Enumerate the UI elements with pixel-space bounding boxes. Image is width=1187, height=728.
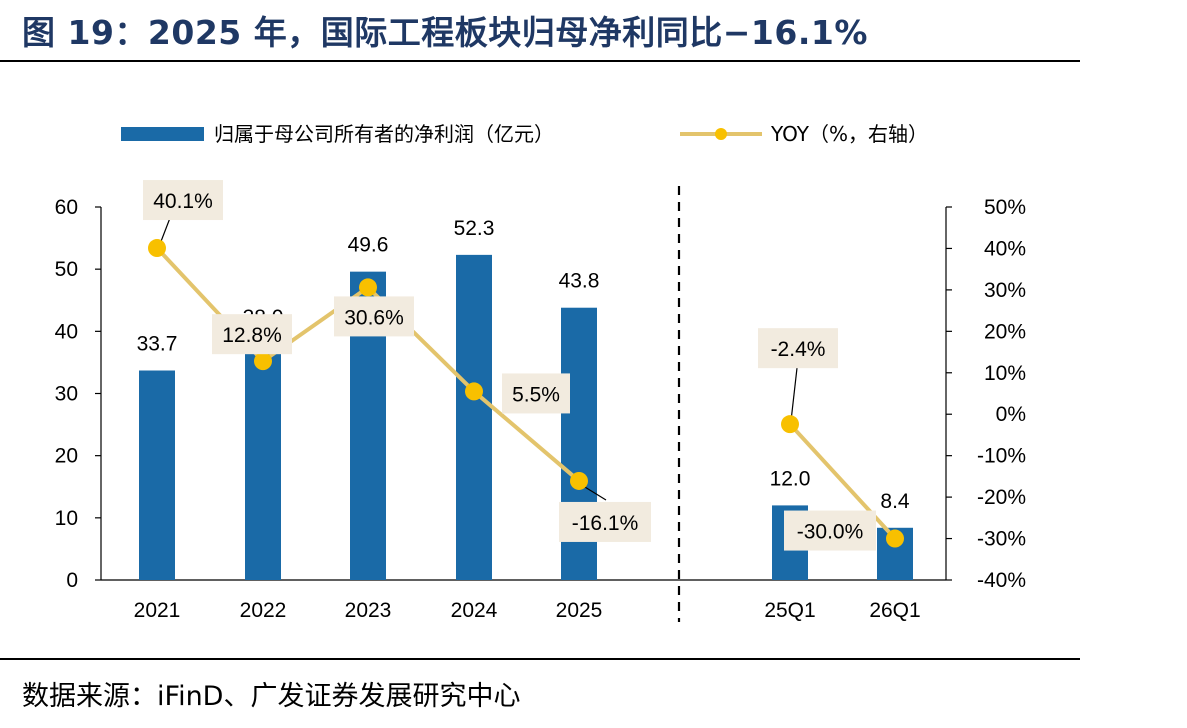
yoy-data-labels: 40.1% 12.8% 30.6% 5.5% -16.1% -2.4% -30.0% — [143, 180, 876, 551]
yoy-label-text: -30.0% — [797, 521, 864, 544]
yoy-marker-2022 — [254, 352, 272, 371]
left-tick-label: 0 — [66, 569, 78, 592]
left-tick-label: 50 — [55, 258, 78, 281]
bar-label-2021: 33.7 — [137, 332, 178, 355]
yoy-label-2024: 5.5% — [502, 373, 570, 414]
yoy-label-text: 30.6% — [344, 306, 404, 329]
bar-2022 — [245, 343, 281, 580]
legend-swatch-bar — [121, 127, 204, 141]
yoy-label-text: 12.8% — [222, 324, 282, 347]
yoy-label-text: 5.5% — [512, 383, 560, 406]
x-tick-label: 2025 — [556, 599, 603, 622]
source-rule — [0, 658, 1080, 660]
yoy-label-box — [334, 296, 414, 337]
yoy-marker-25Q1 — [781, 415, 799, 434]
left-tick-label: 30 — [55, 383, 78, 406]
axes: 0 10 20 30 40 50 60 -40% -30% -20% -10% 0% 10% 20% 30%… — [55, 186, 1026, 622]
yoy-marker-2021 — [148, 239, 166, 258]
right-tick-label: -30% — [977, 528, 1026, 551]
yoy-marker-2024 — [465, 382, 483, 401]
bar-label-25Q1: 12.0 — [770, 467, 811, 490]
bar-2024 — [456, 254, 492, 580]
yoy-label-box — [758, 328, 838, 369]
right-tick-label: 40% — [984, 237, 1026, 260]
bar-label-2025: 43.8 — [559, 270, 600, 293]
left-tick-label: 60 — [55, 196, 78, 219]
yoy-marker-2025 — [570, 471, 588, 490]
bar-label-26Q1: 8.4 — [880, 490, 910, 513]
yoy-label-2023: 30.6% — [334, 296, 414, 337]
left-tick-label: 20 — [55, 445, 78, 468]
yoy-marker-2023 — [359, 278, 377, 297]
yoy-label-text: 40.1% — [153, 190, 213, 213]
right-tick-label: -40% — [977, 569, 1026, 592]
yoy-label-box — [502, 373, 570, 414]
bar-label-2024: 52.3 — [454, 217, 495, 240]
yoy-label-25Q1: -2.4% — [758, 328, 838, 369]
leader-line-25Q1 — [790, 367, 798, 422]
left-tick-label: 10 — [55, 507, 78, 530]
yoy-label-2021: 40.1% — [143, 180, 223, 221]
figure-title: 图 19：2025 年，国际工程板块归母净利同比−16.1% — [22, 13, 868, 52]
yoy-label-2025: -16.1% — [559, 501, 651, 542]
left-tick-label: 40 — [55, 320, 78, 343]
bar-series — [139, 254, 913, 580]
x-tick-label: 2021 — [134, 599, 181, 622]
yoy-label-box — [784, 510, 876, 551]
right-tick-label: 50% — [984, 196, 1026, 219]
source-note: 数据来源：iFinD、广发证券发展研究中心 — [22, 681, 521, 712]
x-tick-label: 2023 — [345, 599, 392, 622]
right-tick-label: -20% — [977, 486, 1026, 509]
right-tick-label: 30% — [984, 279, 1026, 302]
bar-label-2023: 49.6 — [348, 234, 389, 257]
x-tick-label: 26Q1 — [869, 599, 920, 622]
yoy-line-segment-2 — [788, 422, 897, 540]
yoy-label-text: -16.1% — [572, 512, 639, 535]
leader-line-2021 — [159, 217, 171, 245]
legend-swatch-marker — [715, 128, 727, 140]
legend: 归属于母公司所有者的净利润（亿元） YOY（%，右轴） — [121, 122, 928, 146]
yoy-label-box — [212, 314, 292, 355]
right-tick-label: 0% — [996, 403, 1026, 426]
yoy-markers — [148, 239, 904, 548]
right-tick-label: 10% — [984, 362, 1026, 385]
yoy-marker-26Q1 — [886, 529, 904, 548]
yoy-label-text: -2.4% — [771, 338, 826, 361]
yoy-label-box — [143, 180, 223, 221]
legend-label-bar: 归属于母公司所有者的净利润（亿元） — [214, 122, 554, 146]
yoy-label-2022: 12.8% — [212, 314, 292, 355]
x-tick-label: 25Q1 — [764, 599, 815, 622]
x-tick-label: 2022 — [240, 599, 287, 622]
x-tick-label: 2024 — [451, 599, 498, 622]
legend-label-line: YOY（%，右轴） — [770, 122, 928, 146]
right-tick-label: -10% — [977, 445, 1026, 468]
yoy-label-box — [559, 501, 651, 542]
yoy-label-26Q1: -30.0% — [784, 510, 876, 551]
bar-2021 — [139, 370, 175, 580]
right-tick-label: 20% — [984, 320, 1026, 343]
title-rule — [0, 60, 1080, 62]
